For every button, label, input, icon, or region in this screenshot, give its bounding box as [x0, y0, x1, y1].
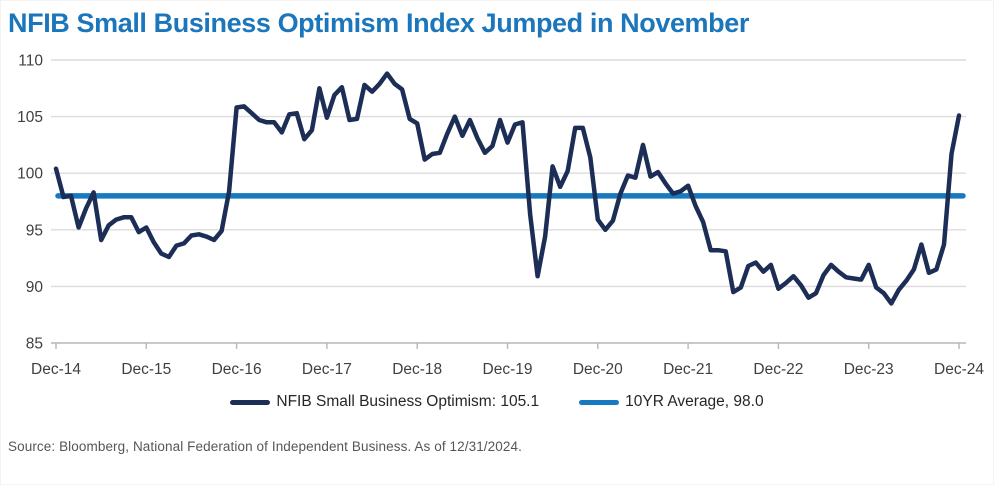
- legend-item-average: 10YR Average, 98.0: [579, 393, 764, 411]
- y-tick-label: 85: [26, 336, 43, 353]
- y-tick-label: 95: [26, 222, 43, 239]
- x-tick-label: Dec-24: [934, 361, 984, 378]
- average-series-swatch-icon: [579, 399, 620, 405]
- source-note: Source: Bloomberg, National Federation o…: [8, 439, 522, 455]
- x-tick-label: Dec-16: [212, 361, 262, 378]
- y-tick-label: 105: [17, 109, 43, 126]
- chart-title: NFIB Small Business Optimism Index Jumpe…: [8, 8, 749, 38]
- legend-item-nfib: NFIB Small Business Optimism: 105.1: [230, 393, 539, 411]
- x-tick-label: Dec-17: [302, 361, 352, 378]
- chart-legend: NFIB Small Business Optimism: 105.1 10YR…: [1, 389, 993, 415]
- x-tick-label: Dec-23: [844, 361, 894, 378]
- y-tick-label: 110: [18, 53, 43, 70]
- y-tick-label: 90: [26, 279, 44, 296]
- nfib-series-swatch-icon: [230, 399, 271, 405]
- x-tick-label: Dec-21: [663, 361, 713, 378]
- x-tick-label: Dec-20: [573, 361, 623, 378]
- optimism-line-chart: 85 90 95 100 105 110 Dec-14 Dec-15 Dec-16 Dec-17 D…: [17, 53, 984, 379]
- y-tick-label: 100: [17, 166, 43, 183]
- x-tick-label: Dec-22: [753, 361, 803, 378]
- x-tick-label: Dec-18: [392, 361, 442, 378]
- nfib-series-label: NFIB Small Business Optimism: 105.1: [276, 393, 540, 411]
- nfib-series-line: [53, 71, 962, 306]
- x-tick-label: Dec-19: [483, 361, 533, 378]
- x-tick-label: Dec-15: [121, 361, 171, 378]
- average-series-label: 10YR Average, 98.0: [625, 393, 764, 411]
- x-tick-label: Dec-14: [31, 361, 81, 378]
